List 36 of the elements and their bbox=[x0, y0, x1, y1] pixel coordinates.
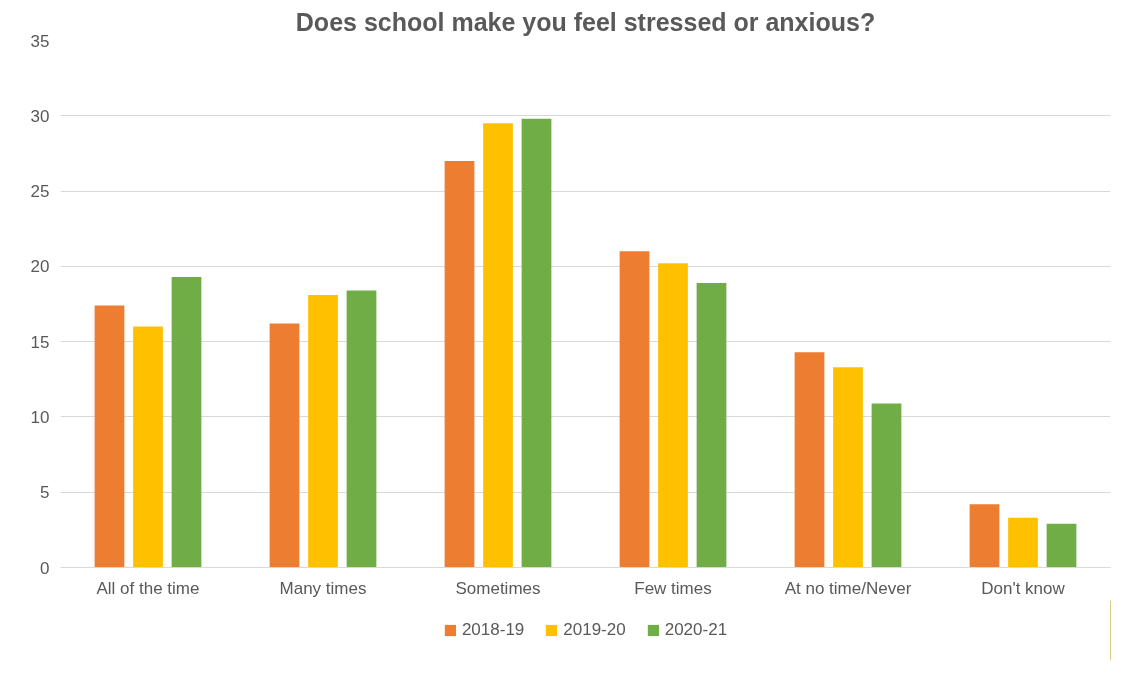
bar bbox=[521, 118, 552, 568]
y-tick-label: 20 bbox=[30, 257, 50, 277]
y-tick-label: 25 bbox=[30, 182, 50, 202]
x-tick-label: Many times bbox=[279, 578, 367, 598]
bar bbox=[94, 305, 125, 568]
bar bbox=[658, 263, 688, 568]
bar bbox=[444, 160, 475, 568]
bar bbox=[346, 290, 377, 568]
legend-label: 2019-20 bbox=[563, 620, 626, 640]
x-tick-label: At no time/Never bbox=[784, 578, 912, 598]
legend-label: 2018-19 bbox=[461, 620, 525, 640]
bar bbox=[871, 403, 902, 568]
x-tick-label: All of the time bbox=[96, 578, 200, 598]
bar bbox=[133, 326, 163, 568]
y-tick-label: 10 bbox=[30, 407, 50, 427]
y-tick-label: 5 bbox=[40, 483, 50, 503]
chart-title: Does school make you feel stressed or anxious? bbox=[295, 7, 876, 36]
legend-label: 2020-21 bbox=[664, 620, 728, 640]
bar bbox=[269, 323, 300, 568]
bar bbox=[696, 282, 727, 568]
x-tick-label: Few times bbox=[634, 578, 712, 598]
bar bbox=[619, 251, 650, 568]
x-tick-label: Sometimes bbox=[455, 578, 541, 598]
x-tick-label: Don't know bbox=[981, 578, 1066, 598]
bar bbox=[483, 123, 513, 568]
y-tick-label: 0 bbox=[40, 558, 50, 578]
bar bbox=[1046, 523, 1077, 568]
y-tick-label: 15 bbox=[30, 332, 50, 352]
y-tick-label: 35 bbox=[30, 31, 50, 51]
bar bbox=[171, 276, 202, 568]
bar bbox=[969, 504, 1000, 568]
y-tick-label: 30 bbox=[30, 106, 50, 126]
bar bbox=[794, 352, 825, 568]
bar bbox=[308, 294, 338, 568]
bar bbox=[833, 367, 863, 568]
bar bbox=[1008, 517, 1038, 568]
